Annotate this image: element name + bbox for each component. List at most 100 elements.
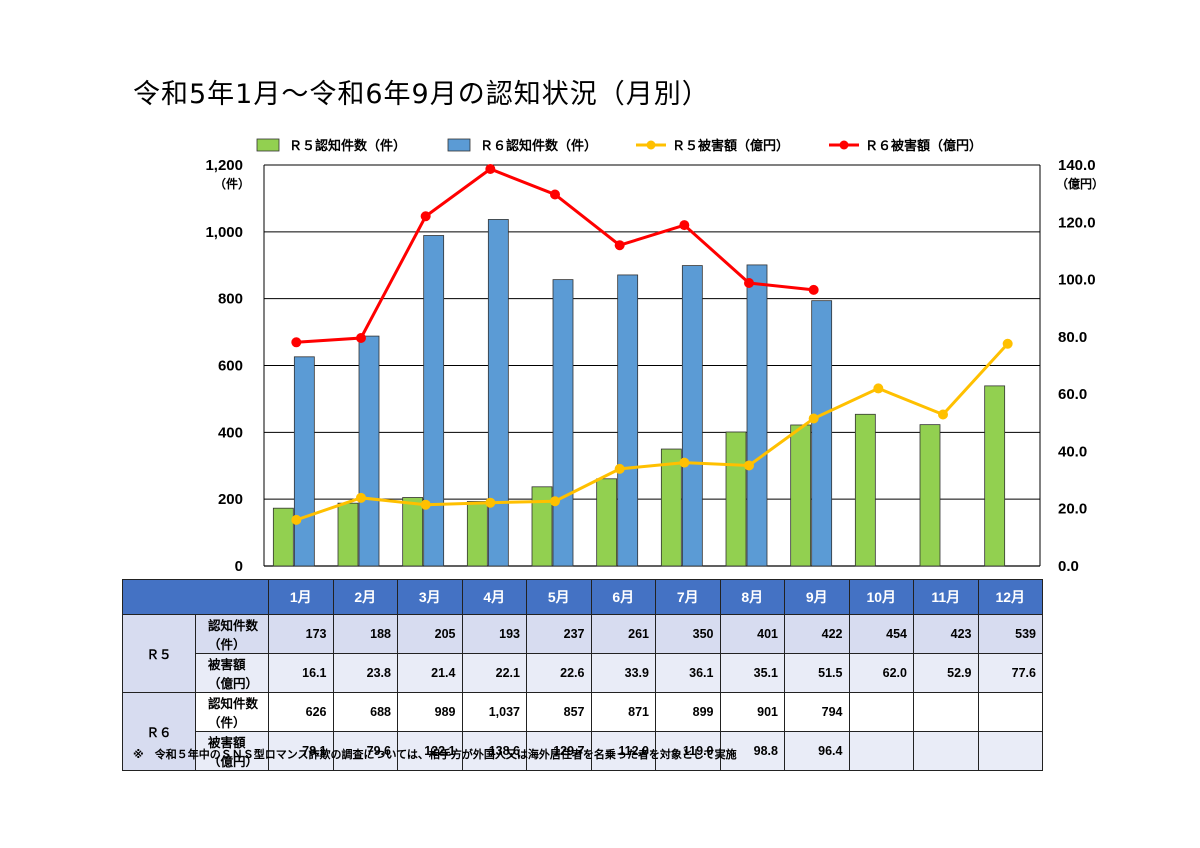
right-tick-label: 100.0 [1058,272,1096,289]
table-cell: 22.6 [526,653,592,693]
r5-count-bar [725,431,747,567]
table-cell: 33.9 [590,653,656,693]
table-cell: 423 [913,614,979,654]
month-header: 7月 [655,579,721,615]
chart: Ｒ５認知件数（件） Ｒ６認知件数（件） Ｒ５被害額（億円） Ｒ６被害額（億円） 0 20… [205,138,1104,575]
r5-damage-point [938,409,948,420]
r5-count-bar [660,448,682,567]
r6-count-bar [487,219,509,567]
table-row: 被害額（億円） 16.1 23.8 21.4 22.1 22.6 33.9 36.1 35.1 5… [123,653,1043,693]
metric-label: 認知件数（件） [195,614,269,654]
table-cell: 173 [268,614,334,654]
table-row: Ｒ５ 認知件数（件） 173 188 205 193 237 261 350 401 422 454 4… [122,614,1043,693]
month-header: 8月 [719,579,785,615]
table-row: 被害額（億円） 78.1 79.6 122.1 138.6 129.7 112.0 119.0… [123,731,1043,771]
r6-damage-point [808,284,819,295]
month-header: 4月 [461,579,527,615]
r6-count-bar [681,265,703,567]
table-cell: 871 [590,692,656,732]
table-cell: 350 [655,614,721,654]
legend-swatch [256,138,280,152]
r5-damage-point [550,496,560,507]
left-axis-unit: （件） [214,176,250,191]
r6-damage-point [485,164,496,175]
table-cell: 16.1 [268,653,334,693]
r5-damage-point [356,492,366,503]
table-cell: 36.1 [655,653,721,693]
table-cell: 129.7 [526,731,592,771]
r5-count-bar [272,507,294,567]
r6-damage-point [291,337,302,348]
group-label: Ｒ５ [122,614,196,693]
left-tick-label: 0 [235,558,243,575]
month-header: 2月 [332,579,398,615]
table-cell: 899 [655,692,721,732]
legend-label: Ｒ６被害額（億円） [865,138,982,153]
r5-damage-point [291,514,302,525]
table-cell: 857 [526,692,592,732]
month-header: 9月 [784,579,850,615]
month-header: 1月 [268,579,334,615]
month-header: 3月 [397,579,463,615]
r5-damage-point [744,460,754,471]
r6-count-bar [423,235,445,567]
r5-damage-point [808,413,819,424]
table-cell: 96.4 [784,731,850,771]
axes: 0 200 400 600 800 1,000 1,200 （件） 0.0 20.0 40.0 60.… [205,157,1104,575]
bars [272,219,1006,567]
r6-count-bar [293,356,315,567]
table-cell: 205 [397,614,463,654]
legend-label: Ｒ５認知件数（件） [289,138,406,153]
metric-label: 被害額（億円） [195,653,269,693]
r5-damage-point [679,457,690,468]
table-cell: 122.1 [397,731,463,771]
table-cell: 138.6 [461,731,527,771]
table-cell [848,731,914,771]
month-header: 6月 [590,579,656,615]
table-cell [977,692,1043,732]
table-cell: 193 [461,614,527,654]
group-label: Ｒ６ [122,692,196,771]
r5-count-bar [790,424,812,567]
left-tick-label: 1,200 [205,157,243,174]
r6-count-bar [746,264,768,567]
table-cell: 78.1 [268,731,334,771]
table-cell: 688 [332,692,398,732]
r6-count-bar [617,274,639,567]
r5-count-bar [984,385,1006,567]
r5-count-bar [596,478,618,567]
table-cell: 401 [719,614,785,654]
table-row: Ｒ６ 認知件数（件） 626 688 989 1,037 857 871 899 901 794 [122,692,1043,771]
r6-damage-point [420,211,431,222]
table-cell: 261 [590,614,656,654]
legend-label: Ｒ５被害額（億円） [672,138,789,153]
right-tick-label: 20.0 [1058,501,1087,518]
r6-count-bar [552,279,574,567]
r5-damage-point [873,383,884,394]
table-cell: 23.8 [332,653,398,693]
month-header: 12月 [977,579,1043,615]
table-cell [913,692,979,732]
r6-count-bar [811,300,833,567]
footnote: ※ 令和５年中のＳＮＳ型ロマンス詐欺の調査については、相手方が外国人又は海外居住… [133,748,737,761]
r5-count-bar [466,501,488,567]
table-cell: 901 [719,692,785,732]
r5-damage-point [420,499,431,510]
table-cell: 422 [784,614,850,654]
left-tick-label: 600 [218,358,243,375]
r5-damage-point [614,463,625,474]
table-cell: 112.0 [590,731,656,771]
r6-damage-point [614,240,625,251]
right-tick-label: 140.0 [1058,157,1096,174]
table-header-row: 1月 2月 3月 4月 5月 6月 7月 8月 9月 10月 11月 12月 [122,579,1043,615]
r6-damage-point [550,189,560,200]
left-tick-label: 400 [218,424,243,441]
data-table: 1月 2月 3月 4月 5月 6月 7月 8月 9月 10月 11月 12月 Ｒ５ 認知件数（件） 173… [122,579,1043,771]
table-cell: 35.1 [719,653,785,693]
table-cell: 51.5 [784,653,850,693]
table-cell: 77.6 [977,653,1043,693]
table-cell: 794 [784,692,850,732]
table-cell: 79.6 [332,731,398,771]
table-cell: 626 [268,692,334,732]
legend-marker [646,140,656,150]
